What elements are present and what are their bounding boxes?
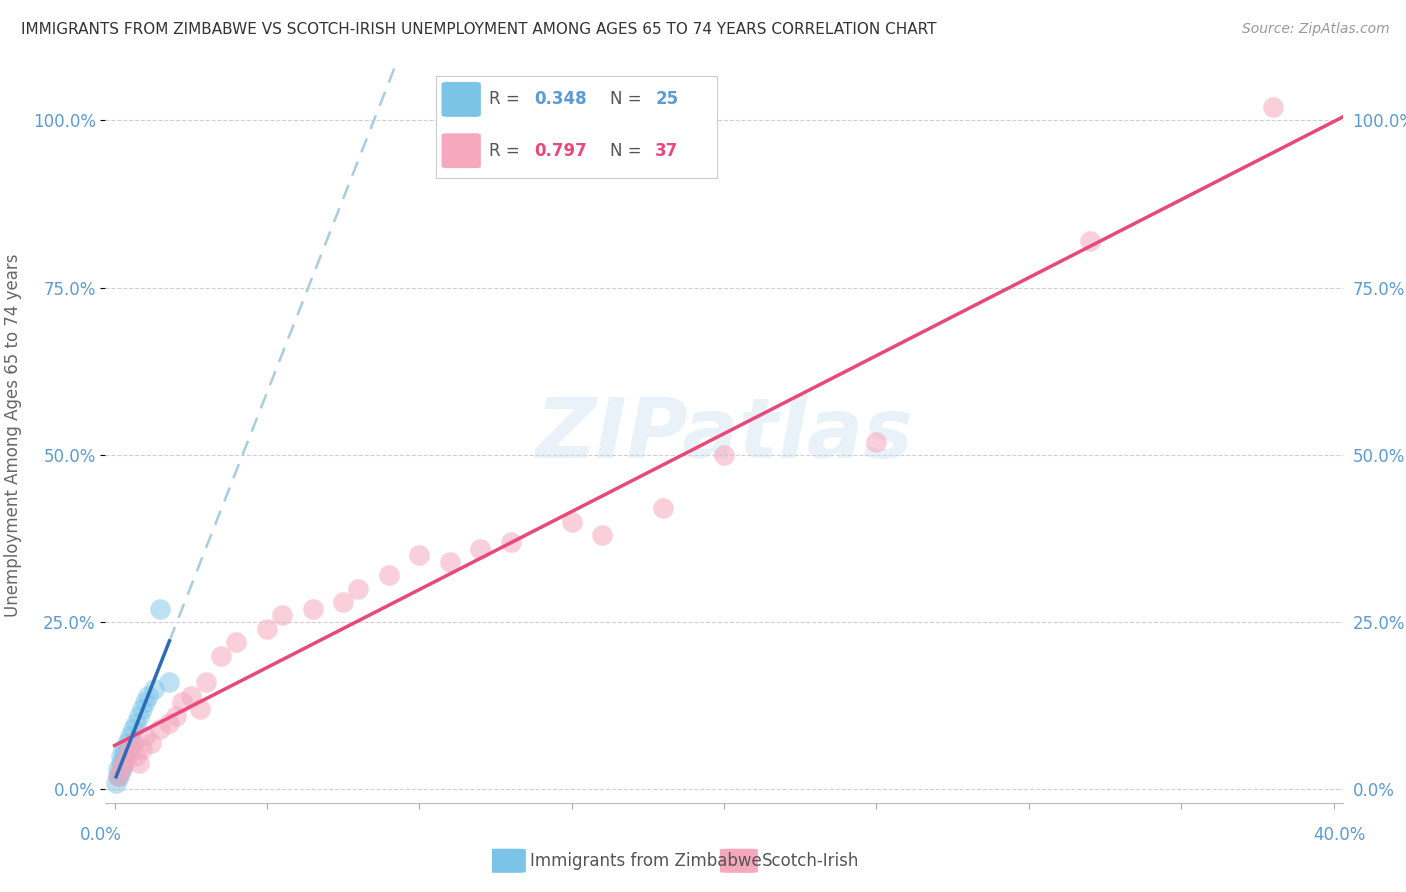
Point [149, 723, 172, 737]
Point [115, 749, 138, 764]
Point [112, 756, 135, 770]
Point [141, 735, 163, 749]
Point [118, 729, 141, 743]
Point [118, 742, 141, 756]
Point [122, 735, 145, 749]
Point [111, 762, 134, 776]
Point [149, 601, 172, 615]
Point [713, 448, 735, 462]
Point [122, 735, 145, 749]
Point [128, 756, 150, 770]
Point [110, 762, 132, 776]
Text: N =: N = [610, 142, 647, 160]
Point [125, 715, 148, 730]
FancyBboxPatch shape [441, 133, 481, 168]
Point [128, 708, 150, 723]
Point [865, 434, 887, 449]
Point [170, 696, 193, 710]
Text: 40.0%: 40.0% [1313, 826, 1367, 844]
Point [271, 608, 294, 623]
Point [110, 762, 132, 776]
Point [108, 769, 131, 783]
Point [470, 541, 492, 556]
Point [112, 756, 135, 770]
Point [188, 702, 211, 716]
Point [1261, 100, 1284, 114]
Y-axis label: Unemployment Among Ages 65 to 74 years: Unemployment Among Ages 65 to 74 years [4, 253, 21, 616]
Text: Scotch-Irish: Scotch-Irish [762, 852, 859, 870]
Text: IMMIGRANTS FROM ZIMBABWE VS SCOTCH-IRISH UNEMPLOYMENT AMONG AGES 65 TO 74 YEARS : IMMIGRANTS FROM ZIMBABWE VS SCOTCH-IRISH… [21, 22, 936, 37]
Text: R =: R = [489, 142, 526, 160]
Point [112, 749, 135, 764]
Point [209, 648, 232, 663]
Point [115, 735, 138, 749]
Text: N =: N = [610, 90, 647, 109]
Text: 0.348: 0.348 [534, 90, 586, 109]
Point [107, 769, 129, 783]
Point [136, 689, 159, 703]
FancyBboxPatch shape [488, 849, 526, 872]
Text: 0.0%: 0.0% [80, 826, 122, 844]
Text: ZIPatlas: ZIPatlas [536, 394, 912, 475]
Point [1078, 234, 1101, 248]
Text: R =: R = [489, 90, 526, 109]
Point [122, 723, 145, 737]
Point [561, 515, 583, 529]
Text: 0.797: 0.797 [534, 142, 588, 160]
Point [652, 501, 675, 516]
Point [125, 749, 148, 764]
Point [143, 681, 166, 696]
FancyBboxPatch shape [441, 82, 481, 117]
Point [105, 776, 128, 790]
Point [134, 729, 156, 743]
Point [107, 769, 129, 783]
Point [165, 708, 187, 723]
Point [110, 749, 132, 764]
Point [347, 582, 370, 596]
Point [225, 635, 247, 649]
Point [159, 715, 181, 730]
Point [159, 675, 181, 690]
Point [408, 548, 430, 563]
Point [439, 555, 461, 569]
Point [112, 742, 135, 756]
Point [195, 675, 218, 690]
Text: 37: 37 [655, 142, 679, 160]
Point [256, 622, 278, 636]
Point [301, 601, 323, 615]
Text: Source: ZipAtlas.com: Source: ZipAtlas.com [1241, 22, 1389, 37]
Point [134, 696, 156, 710]
Text: Immigrants from Zimbabwe: Immigrants from Zimbabwe [530, 852, 762, 870]
Point [131, 742, 153, 756]
Point [378, 568, 401, 582]
Point [332, 595, 354, 609]
Point [107, 762, 129, 776]
Point [110, 756, 132, 770]
Point [131, 702, 153, 716]
FancyBboxPatch shape [720, 849, 758, 872]
Point [180, 689, 202, 703]
Point [499, 534, 522, 549]
Point [118, 742, 141, 756]
Point [115, 749, 138, 764]
Text: 25: 25 [655, 90, 678, 109]
Point [591, 528, 613, 542]
